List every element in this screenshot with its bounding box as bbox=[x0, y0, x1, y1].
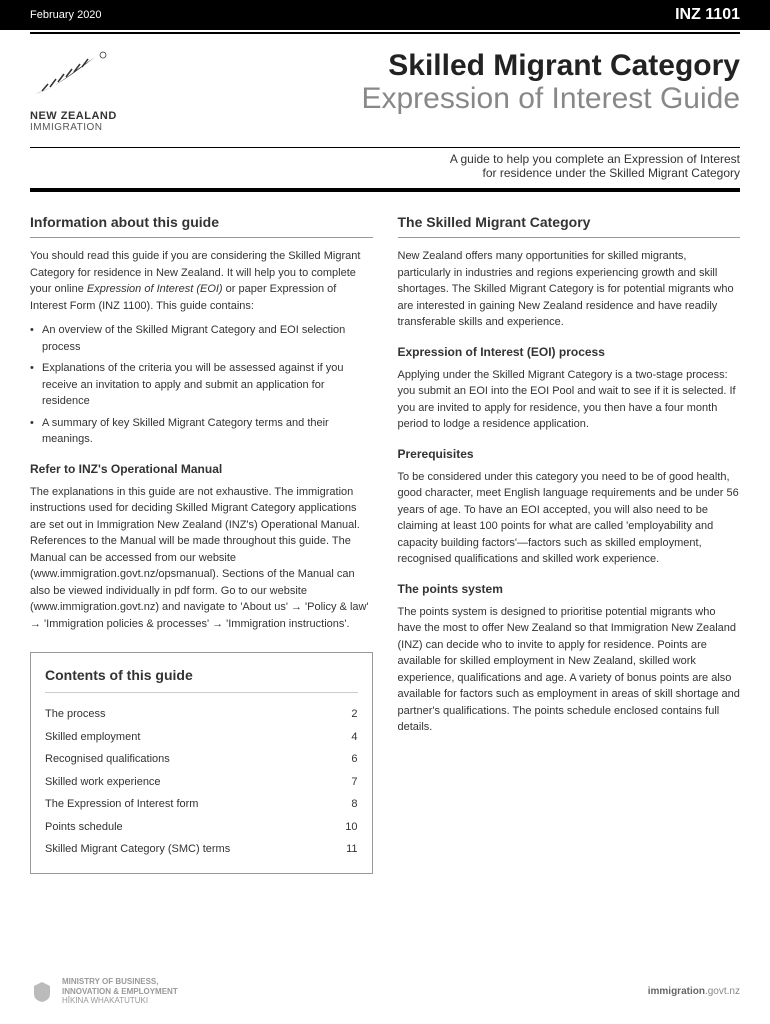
toc-box: Contents of this guide The process2 Skil… bbox=[30, 652, 373, 874]
heading-points: The points system bbox=[398, 580, 741, 598]
toc-row: Skilled employment4 bbox=[45, 726, 358, 749]
toc-row: The process2 bbox=[45, 703, 358, 726]
footer: MINISTRY OF BUSINESS, INNOVATION & EMPLO… bbox=[30, 977, 740, 1006]
intro-paragraph: You should read this guide if you are co… bbox=[30, 248, 373, 314]
logo-nz-text: NEW ZEALAND bbox=[30, 110, 160, 122]
toc-row: The Expression of Interest form8 bbox=[45, 793, 358, 816]
fern-icon bbox=[30, 49, 110, 99]
crest-icon bbox=[30, 980, 54, 1004]
content-columns: Information about this guide You should … bbox=[0, 192, 770, 894]
title-block: Skilled Migrant Category Expression of I… bbox=[160, 49, 740, 115]
bullet-item: A summary of key Skilled Migrant Categor… bbox=[30, 415, 373, 448]
subtitle: A guide to help you complete an Expressi… bbox=[0, 148, 770, 188]
points-paragraph: The points system is designed to priorit… bbox=[398, 604, 741, 736]
ministry-text: MINISTRY OF BUSINESS, INNOVATION & EMPLO… bbox=[62, 977, 178, 1006]
title-light: Expression of Interest Guide bbox=[361, 82, 740, 115]
bullet-list: An overview of the Skilled Migrant Categ… bbox=[30, 322, 373, 448]
logo-imm-text: IMMIGRATION bbox=[30, 122, 160, 133]
document-page: February 2020 INZ 1101 NEW ZEALAND IMMIG… bbox=[0, 0, 770, 1024]
footer-logo: MINISTRY OF BUSINESS, INNOVATION & EMPLO… bbox=[30, 977, 178, 1006]
toc-row: Points schedule10 bbox=[45, 816, 358, 839]
heading-prereq: Prerequisites bbox=[398, 445, 741, 463]
bullet-item: Explanations of the criteria you will be… bbox=[30, 360, 373, 410]
toc-row: Skilled Migrant Category (SMC) terms11 bbox=[45, 838, 358, 861]
right-column: The Skilled Migrant Category New Zealand… bbox=[398, 212, 741, 874]
document-title: Skilled Migrant Category Expression of I… bbox=[160, 49, 740, 115]
top-bar: February 2020 INZ 1101 bbox=[0, 0, 770, 30]
eoi-paragraph: Applying under the Skilled Migrant Categ… bbox=[398, 367, 741, 433]
title-bold: Skilled Migrant Category bbox=[388, 49, 740, 82]
toc-row: Recognised qualifications6 bbox=[45, 748, 358, 771]
subtitle-line1: A guide to help you complete an Expressi… bbox=[450, 152, 740, 166]
header: NEW ZEALAND IMMIGRATION Skilled Migrant … bbox=[0, 34, 770, 141]
heading-info: Information about this guide bbox=[30, 212, 373, 238]
prereq-paragraph: To be considered under this category you… bbox=[398, 469, 741, 568]
left-column: Information about this guide You should … bbox=[30, 212, 373, 874]
form-code: INZ 1101 bbox=[675, 6, 740, 24]
toc-row: Skilled work experience7 bbox=[45, 771, 358, 794]
footer-url: immigration.govt.nz bbox=[648, 986, 740, 997]
logo-block: NEW ZEALAND IMMIGRATION bbox=[30, 49, 160, 133]
heading-manual: Refer to INZ's Operational Manual bbox=[30, 460, 373, 478]
bullet-item: An overview of the Skilled Migrant Categ… bbox=[30, 322, 373, 355]
subtitle-line2: for residence under the Skilled Migrant … bbox=[483, 166, 740, 180]
manual-paragraph: The explanations in this guide are not e… bbox=[30, 484, 373, 633]
date-label: February 2020 bbox=[30, 9, 102, 21]
toc-heading: Contents of this guide bbox=[45, 665, 358, 693]
heading-eoi: Expression of Interest (EOI) process bbox=[398, 343, 741, 361]
smc-paragraph: New Zealand offers many opportunities fo… bbox=[398, 248, 741, 331]
heading-smc: The Skilled Migrant Category bbox=[398, 212, 741, 238]
